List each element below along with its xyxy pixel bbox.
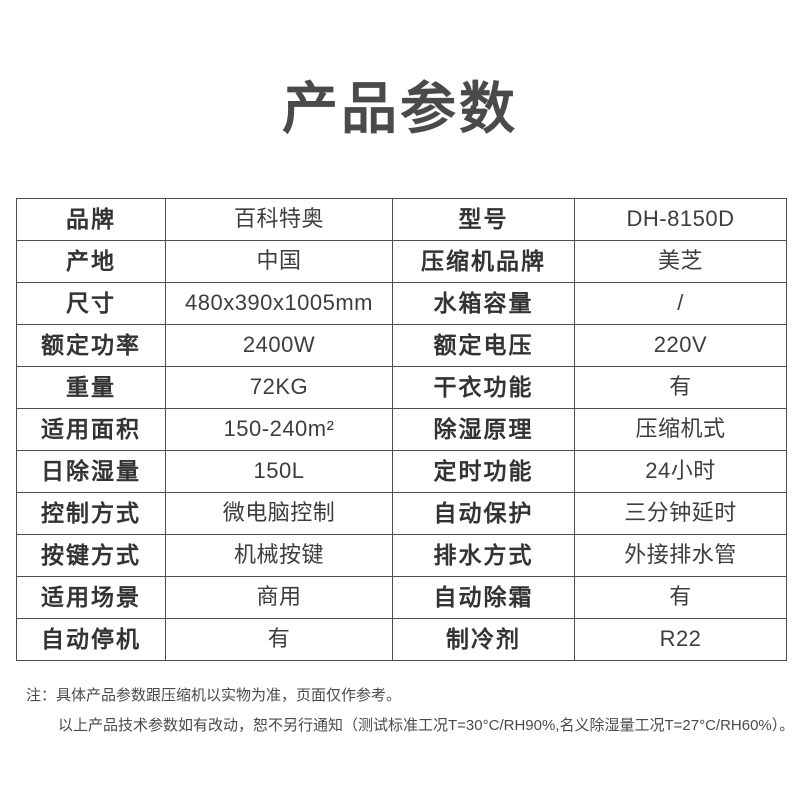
table-row: 控制方式 微电脑控制 自动保护 三分钟延时 — [16, 492, 787, 535]
spec-value: 机械按键 — [165, 534, 393, 577]
spec-value: 中国 — [165, 240, 393, 283]
spec-value: 480x390x1005mm — [165, 282, 393, 325]
spec-value: 有 — [574, 366, 787, 409]
page-title: 产品参数 — [282, 77, 518, 140]
spec-value: / — [574, 282, 787, 325]
spec-label: 控制方式 — [16, 492, 166, 535]
spec-value: 外接排水管 — [574, 534, 787, 577]
table-row: 适用场景 商用 自动除霜 有 — [16, 576, 787, 619]
spec-value: 有 — [574, 576, 787, 619]
spec-label: 日除湿量 — [16, 450, 166, 493]
spec-value: DH-8150D — [574, 198, 787, 241]
spec-label: 产地 — [16, 240, 166, 283]
table-row: 产地 中国 压缩机品牌 美芝 — [16, 240, 787, 283]
footnote-line-1: 注：具体产品参数跟压缩机以实物为准，页面仅作参考。 — [26, 687, 402, 704]
spec-value: R22 — [574, 618, 787, 661]
spec-value: 72KG — [165, 366, 393, 409]
spec-label: 自动除霜 — [392, 576, 575, 619]
spec-value: 有 — [165, 618, 393, 661]
spec-label: 重量 — [16, 366, 166, 409]
table-row: 额定功率 2400W 额定电压 220V — [16, 324, 787, 367]
spec-label: 制冷剂 — [392, 618, 575, 661]
spec-label: 按键方式 — [16, 534, 166, 577]
spec-label: 自动停机 — [16, 618, 166, 661]
spec-label: 压缩机品牌 — [392, 240, 575, 283]
spec-value: 百科特奥 — [165, 198, 393, 241]
spec-label: 型号 — [392, 198, 575, 241]
spec-label: 干衣功能 — [392, 366, 575, 409]
spec-label: 适用场景 — [16, 576, 166, 619]
spec-label: 除湿原理 — [392, 408, 575, 451]
specification-table: 品牌 百科特奥 型号 DH-8150D 产地 中国 压缩机品牌 美芝 尺寸 48… — [16, 198, 787, 661]
spec-value: 220V — [574, 324, 787, 367]
spec-label: 额定电压 — [392, 324, 575, 367]
spec-value: 压缩机式 — [574, 408, 787, 451]
footnote: 注：具体产品参数跟压缩机以实物为准，页面仅作参考。 以上产品技术参数如有改动，恕… — [26, 681, 795, 741]
spec-value: 150-240m² — [165, 408, 393, 451]
spec-value: 微电脑控制 — [165, 492, 393, 535]
table-row: 适用面积 150-240m² 除湿原理 压缩机式 — [16, 408, 787, 451]
table-row: 按键方式 机械按键 排水方式 外接排水管 — [16, 534, 787, 577]
spec-label: 品牌 — [16, 198, 166, 241]
spec-label: 自动保护 — [392, 492, 575, 535]
spec-value: 2400W — [165, 324, 393, 367]
table-row: 日除湿量 150L 定时功能 24小时 — [16, 450, 787, 493]
spec-value: 商用 — [165, 576, 393, 619]
table-row: 自动停机 有 制冷剂 R22 — [16, 618, 787, 661]
spec-label: 排水方式 — [392, 534, 575, 577]
spec-label: 额定功率 — [16, 324, 166, 367]
spec-label: 适用面积 — [16, 408, 166, 451]
specification-table-body: 品牌 百科特奥 型号 DH-8150D 产地 中国 压缩机品牌 美芝 尺寸 48… — [16, 198, 787, 661]
table-row: 品牌 百科特奥 型号 DH-8150D — [16, 198, 787, 241]
spec-label: 水箱容量 — [392, 282, 575, 325]
table-row: 重量 72KG 干衣功能 有 — [16, 366, 787, 409]
footnote-line-2: 以上产品技术参数如有改动，恕不另行通知（测试标准工况T=30°C/RH90%,名… — [58, 717, 795, 734]
spec-label: 定时功能 — [392, 450, 575, 493]
spec-value: 150L — [165, 450, 393, 493]
spec-value: 三分钟延时 — [574, 492, 787, 535]
spec-value: 美芝 — [574, 240, 787, 283]
spec-label: 尺寸 — [16, 282, 166, 325]
table-row: 尺寸 480x390x1005mm 水箱容量 / — [16, 282, 787, 325]
spec-value: 24小时 — [574, 450, 787, 493]
